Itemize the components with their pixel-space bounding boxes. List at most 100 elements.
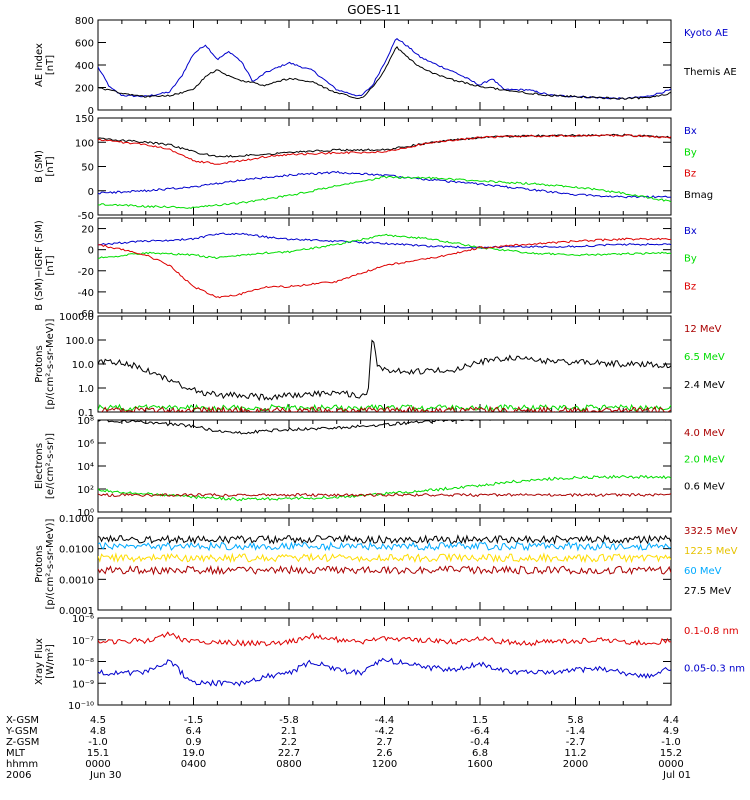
series-line-ae-0	[98, 38, 671, 100]
y-tick-label: 10⁶	[77, 439, 94, 450]
series-line-bsm-1	[98, 134, 671, 165]
legend-entry: 332.5 MeV	[684, 526, 738, 537]
y-axis-label: AE Index	[34, 43, 45, 87]
ephemeris-value: -2.7	[566, 737, 586, 748]
ephemeris-value: 6.4	[186, 726, 202, 737]
ephemeris-value: Jun 30	[89, 770, 122, 781]
series-line-electrons-2	[98, 492, 671, 498]
ephemeris-value: Jul 01	[662, 770, 691, 781]
panel-xray: 10⁻¹⁰ 10⁻⁹ 10⁻⁸ 10⁻⁷ 10⁻⁶ Xray Flux [W/m²] 0.1-…	[34, 614, 745, 712]
ephemeris-row-label: MLT	[6, 748, 26, 759]
series-line-hiprotons-1	[98, 540, 671, 552]
y-axis-label: Protons	[34, 345, 45, 382]
legend-entry: 0.1-0.8 nm	[684, 626, 739, 637]
ephemeris-value: 4.8	[90, 726, 106, 737]
legend-entry: 4.0 MeV	[684, 428, 725, 439]
ephemeris-row-label: Y-GSM	[5, 726, 38, 737]
series-line-hiprotons-3	[98, 564, 671, 576]
y-axis-label: B (SM)−IGRF (SM)	[34, 220, 45, 311]
y-tick-label: 10⁻⁹	[72, 679, 94, 690]
legend-entry: Bz	[684, 169, 696, 180]
panel-electrons: 10⁰ 10² 10⁴ 10⁶ 10⁸ Electrons [e/(cm²-s-sr)] 4.…	[34, 416, 725, 519]
y-tick-label: 150	[75, 114, 94, 125]
panel-bsm: -50 0 50 100 150 B (SM) [nT] Bx By Bz Bmag	[34, 114, 713, 222]
legend-entry: By	[684, 147, 697, 158]
series-line-protons-1	[98, 403, 671, 412]
y-tick-label: 0.0010	[59, 575, 94, 586]
legend-entry: Bmag	[684, 190, 713, 201]
panel-frame	[97, 419, 672, 513]
ephemeris-value: -6.4	[470, 726, 490, 737]
y-tick-label: 0.0001	[59, 606, 94, 617]
y-tick-label: 1000.0	[59, 312, 94, 323]
y-axis-label: [nT]	[45, 156, 56, 176]
y-axis-label: [e/(cm²-s-sr)]	[45, 433, 56, 499]
legend-entry: 0.6 MeV	[684, 481, 725, 492]
y-tick-label: 10⁻⁷	[72, 636, 94, 647]
y-tick-label: 10⁻⁸	[72, 658, 94, 669]
ephemeris-value: 4.9	[663, 726, 679, 737]
ephemeris-value: 0000	[85, 759, 110, 770]
y-tick-label: 800	[75, 16, 94, 27]
legend-entry: 60 MeV	[684, 566, 722, 577]
legend-entry: 2.4 MeV	[684, 380, 725, 391]
plot-title: GOES-11	[347, 3, 401, 17]
series-line-ae-1	[98, 46, 671, 100]
legend-entry: 12 MeV	[684, 324, 722, 335]
ephemeris-row-label: 2006	[6, 770, 31, 781]
y-tick-label: -60	[78, 309, 94, 320]
ephemeris-value: 2000	[563, 759, 588, 770]
series-line-bsm-3	[98, 175, 671, 209]
legend-entry: By	[684, 254, 697, 265]
y-tick-label: 0	[88, 187, 94, 198]
ephemeris-value: -4.4	[375, 715, 395, 726]
panel-protons: 0.1 1.0 10.0 100.0 1000.0 Protons [p/(cm²-s-sr…	[34, 312, 725, 419]
series-line-xray-1	[98, 657, 671, 687]
ephemeris-value: 6.8	[472, 748, 488, 759]
ephemeris-value: 0000	[658, 759, 683, 770]
y-tick-label: 0.1	[78, 408, 94, 419]
y-tick-label: 600	[75, 39, 94, 50]
ephemeris-value: 0800	[276, 759, 301, 770]
legend-entry: 0.05-0.3 nm	[684, 664, 745, 675]
y-axis-label: [p/(cm²-s-sr-MeV)]	[45, 318, 56, 409]
y-tick-label: 200	[75, 84, 94, 95]
series-line-bdiff-0	[98, 232, 671, 249]
ephemeris-value: -1.0	[661, 737, 681, 748]
ephemeris-value: 0.9	[186, 737, 202, 748]
y-tick-label: 10⁸	[77, 416, 94, 427]
series-line-bsm-0	[98, 133, 671, 158]
y-tick-label: 0.0100	[59, 545, 94, 556]
legend-entry: Kyoto AE	[684, 28, 728, 39]
series-line-protons-0	[98, 339, 671, 402]
y-tick-label: 10²	[77, 485, 94, 496]
y-axis-label: Electrons	[34, 443, 45, 489]
ephemeris-value: 2.1	[281, 726, 297, 737]
panel-frame	[97, 517, 672, 611]
y-axis-label: [W/m²]	[45, 644, 56, 679]
ephemeris-value: 1200	[372, 759, 397, 770]
panel-hiprotons: 0.0001 0.0010 0.0100 0.1000 Protons [p/(cm²-s…	[34, 514, 738, 617]
ephemeris-value: -1.4	[566, 726, 586, 737]
legend-entry: Bz	[684, 281, 696, 292]
y-tick-label: 10⁻¹⁰	[68, 701, 94, 712]
series-line-hiprotons-2	[98, 552, 671, 564]
ephemeris-value: 2.7	[377, 737, 393, 748]
legend-entry: Bx	[684, 226, 697, 237]
ephemeris-value: 11.2	[564, 748, 586, 759]
y-tick-label: -40	[78, 288, 94, 299]
ephemeris-value: 5.8	[568, 715, 584, 726]
y-tick-label: 100.0	[65, 336, 94, 347]
ephemeris-value: 15.2	[660, 748, 682, 759]
series-line-electrons-0	[98, 420, 671, 435]
ephemeris-value: 0400	[181, 759, 206, 770]
ephemeris-value: 22.7	[278, 748, 300, 759]
y-tick-label: 10.0	[72, 360, 94, 371]
panel-bdiff: -60 -40 -20 0 20 B (SM)−IGRF (SM) [nT] Bx By Bz	[34, 217, 697, 320]
legend-entry: Bx	[684, 126, 697, 137]
ephemeris-value: -5.8	[279, 715, 299, 726]
series-line-xray-0	[98, 631, 671, 647]
ephemeris-table: X-GSMY-GSMZ-GSMMLThhmm20064.54.8-1.015.1…	[5, 715, 691, 781]
ephemeris-row-label: X-GSM	[6, 715, 39, 726]
